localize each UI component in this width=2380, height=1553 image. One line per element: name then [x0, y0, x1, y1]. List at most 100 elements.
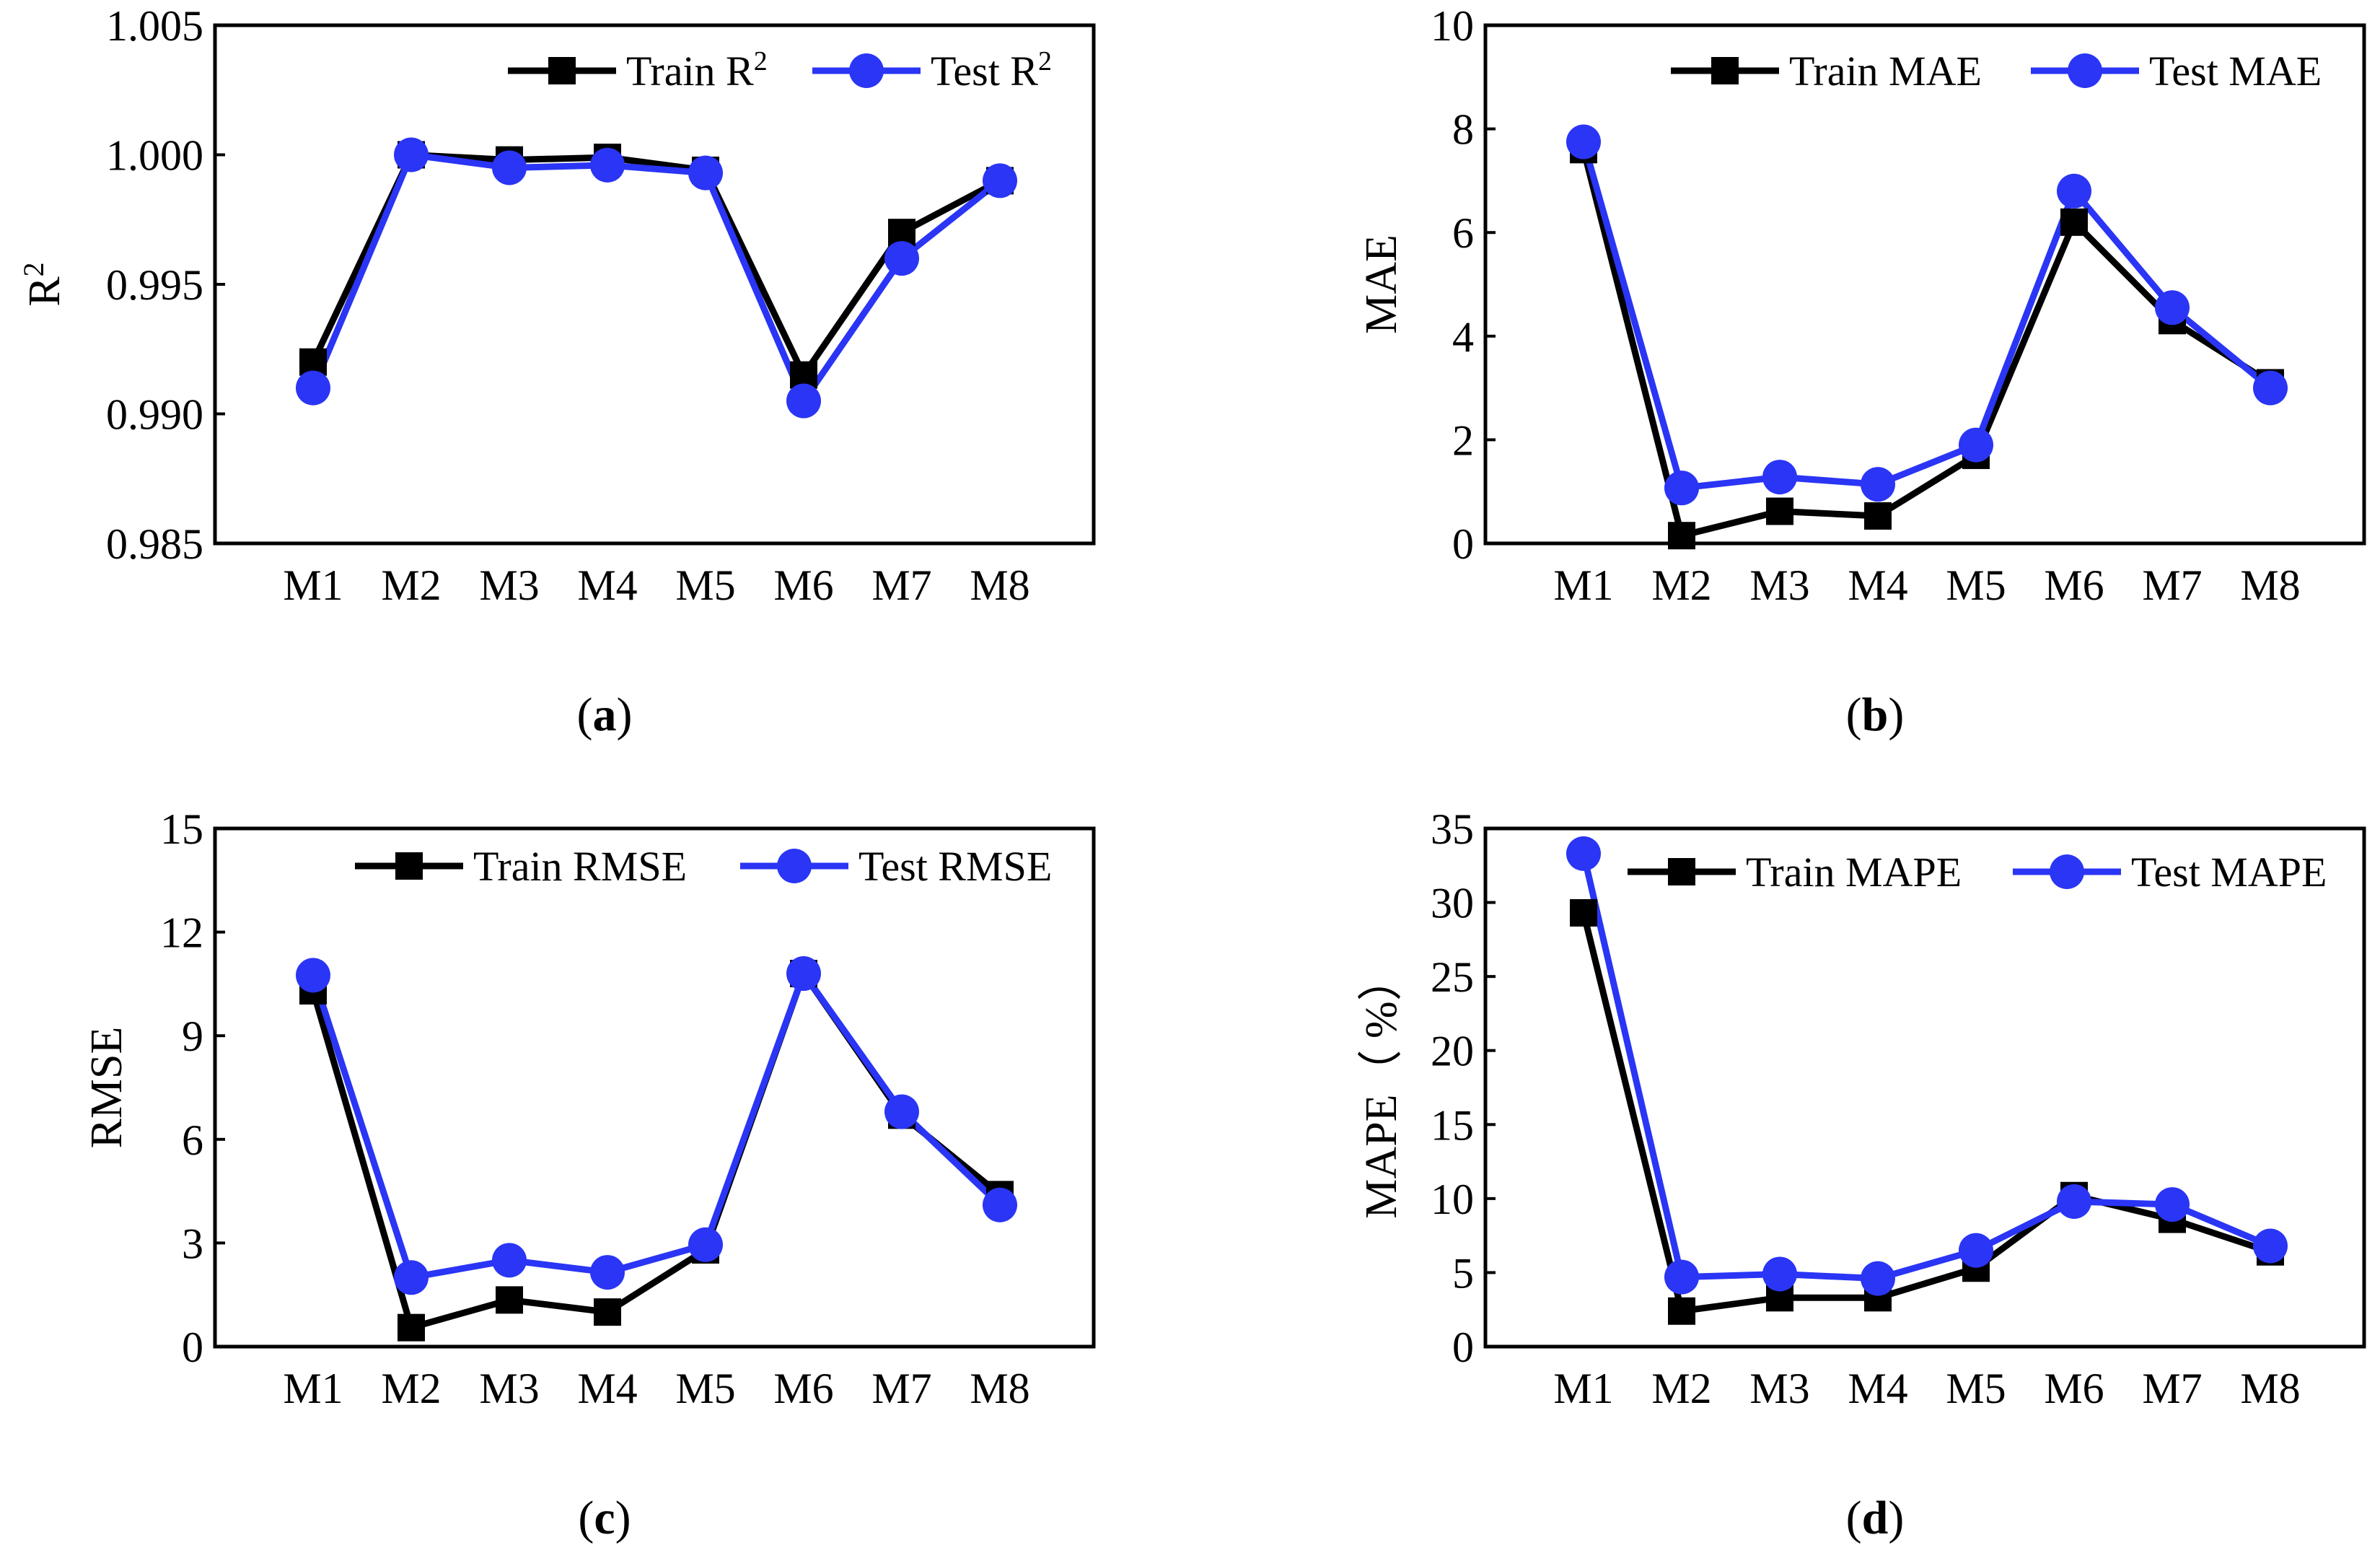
- test-point-m6: [786, 383, 821, 419]
- train-point-m6: [2060, 208, 2088, 236]
- y-tick-label: 15: [160, 805, 203, 853]
- x-tick-label-m6: M6: [773, 1365, 833, 1412]
- x-tick-label-m8: M8: [2240, 1365, 2300, 1412]
- panel-b-frame: [1483, 23, 2366, 546]
- y-tick-label: 25: [1431, 953, 1474, 1001]
- test-point-m1: [1566, 124, 1601, 159]
- panel-c-plot: [296, 956, 1017, 1342]
- y-tick-label: 0.995: [106, 261, 203, 309]
- x-tick-label-m8: M8: [970, 1365, 1029, 1412]
- panel-d-ylabel: MAPE（ %）: [1357, 956, 1406, 1218]
- legend-test-label: Test MAPE: [2131, 849, 2327, 896]
- x-tick-label-m4: M4: [577, 561, 637, 609]
- x-tick-label-m2: M2: [1651, 561, 1711, 609]
- legend-test-label: Test RMSE: [859, 843, 1052, 890]
- x-tick-label-m1: M1: [1553, 561, 1613, 609]
- legend-train-label: Train R2: [626, 46, 768, 95]
- test-point-m7: [2155, 1187, 2190, 1222]
- x-tick-label-m3: M3: [1749, 561, 1809, 609]
- test-point-m1: [296, 958, 330, 993]
- test-point-m4: [1861, 1261, 1895, 1296]
- legend-test-circle-marker: [849, 53, 884, 88]
- y-tick-label: 8: [1452, 106, 1474, 154]
- panel-a: R2 0.985 0.990 0.995 1.000 1.005 M1 M2 M3 M4 M5 M6…: [17, 2, 1096, 741]
- y-tick-label: 15: [1431, 1101, 1474, 1149]
- panel-a-ylabel: R2: [17, 262, 70, 306]
- train-point-m3: [1766, 497, 1793, 525]
- legend-train-square-marker: [1668, 858, 1695, 885]
- panel-b-plot: [1566, 124, 2288, 550]
- y-tick-label: 4: [1452, 313, 1474, 361]
- train-point-m2: [1668, 522, 1695, 550]
- test-point-m7: [2155, 290, 2190, 325]
- y-tick-label: 30: [1431, 880, 1474, 927]
- test-point-m4: [590, 147, 625, 183]
- panel-c-frame: [213, 826, 1096, 1349]
- test-point-m4: [590, 1255, 625, 1290]
- panel-a-caption: (a): [577, 688, 633, 741]
- y-tick-label: 0: [1452, 1324, 1474, 1371]
- x-tick-label-m4: M4: [577, 1365, 637, 1412]
- y-tick-label: 0.990: [106, 391, 203, 439]
- x-tick-label-m8: M8: [970, 561, 1029, 609]
- test-point-m3: [492, 1243, 527, 1278]
- test-point-m5: [1959, 427, 1993, 463]
- y-tick-label: 0.985: [106, 520, 203, 568]
- x-tick-label-m4: M4: [1848, 561, 1907, 609]
- y-tick-label: 35: [1431, 805, 1474, 853]
- panel-a-legend: Train R2 Test R2: [508, 46, 1052, 95]
- panel-b-legend: Train MAE Test MAE: [1671, 48, 2322, 95]
- x-tick-label-m3: M3: [479, 1365, 539, 1412]
- test-point-m6: [2057, 173, 2091, 209]
- x-tick-label-m7: M7: [2142, 561, 2202, 609]
- panel-b-caption: (b): [1846, 688, 1905, 741]
- test-point-m8: [2253, 370, 2288, 406]
- y-tick-label: 20: [1431, 1028, 1474, 1075]
- x-tick-label-m2: M2: [381, 561, 441, 609]
- x-tick-label-m1: M1: [283, 561, 343, 609]
- y-tick-label: 10: [1431, 1176, 1474, 1223]
- panel-b-ylabel: MAE: [1357, 235, 1406, 334]
- x-tick-label-m8: M8: [2240, 561, 2300, 609]
- x-tick-label-m6: M6: [2044, 1365, 2104, 1412]
- x-tick-label-m5: M5: [675, 1365, 735, 1412]
- legend-test-circle-marker: [2068, 53, 2102, 88]
- test-point-m2: [1664, 1259, 1699, 1295]
- test-point-m1: [296, 370, 330, 406]
- y-tick-label: 0: [182, 1324, 203, 1371]
- x-tick-label-m2: M2: [1651, 1365, 1711, 1412]
- test-point-m6: [2057, 1184, 2091, 1219]
- train-point-m4: [1864, 502, 1892, 530]
- test-point-m1: [1566, 836, 1601, 871]
- y-tick-label: 6: [182, 1116, 203, 1164]
- legend-test-label: Test R2: [931, 46, 1052, 95]
- test-point-m3: [1762, 1256, 1797, 1292]
- test-series-line: [309, 152, 1002, 405]
- panel-c-legend: Train RMSE Test RMSE: [355, 843, 1052, 890]
- panel-b: MAE 0 2 4 6 8 10 M1 M2 M3 M4 M5 M6 M7 M8 Train MAE Te…: [1357, 2, 2366, 741]
- train-point-m3: [496, 1286, 523, 1314]
- x-tick-label-m5: M5: [1946, 1365, 2006, 1412]
- legend-train-label: Train MAPE: [1746, 849, 1962, 896]
- y-tick-label: 1.005: [106, 2, 203, 50]
- x-tick-label-m7: M7: [871, 1365, 931, 1412]
- panel-d-ticks: 0 5 10 15 20 25 30 35 M1 M2 M3 M4 M5 M6 M7 M8: [1431, 805, 2301, 1412]
- legend-train-label: Train MAE: [1789, 48, 1982, 95]
- y-tick-label: 9: [182, 1012, 203, 1060]
- x-tick-label-m6: M6: [2044, 561, 2104, 609]
- train-point-m2: [1668, 1297, 1695, 1325]
- test-point-m2: [394, 1260, 429, 1295]
- test-point-m8: [2253, 1228, 2288, 1264]
- legend-test-circle-marker: [2050, 854, 2084, 889]
- legend-train-square-marker: [395, 852, 423, 880]
- x-tick-label-m5: M5: [675, 561, 735, 609]
- panel-c-ticks: 0 3 6 9 12 15 M1 M2 M3 M4 M5 M6 M7 M8: [160, 805, 1030, 1412]
- train-point-m1: [1570, 898, 1597, 927]
- y-tick-label: 5: [1452, 1249, 1474, 1297]
- panel-d-frame: [1483, 826, 2366, 1349]
- test-point-m7: [884, 241, 919, 276]
- train-point-m2: [398, 1313, 425, 1342]
- y-tick-label: 12: [160, 909, 203, 957]
